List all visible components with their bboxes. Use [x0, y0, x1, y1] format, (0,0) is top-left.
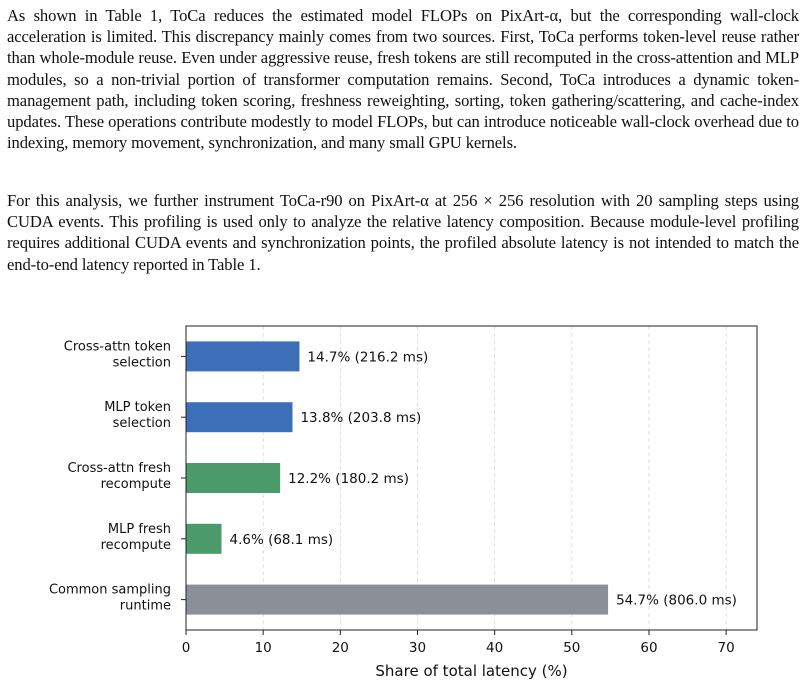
category-label: selection: [113, 416, 171, 431]
bar-value-label: 12.2% (180.2 ms): [288, 471, 409, 487]
x-tick-label: 70: [718, 640, 735, 656]
bar-value-label: 14.7% (216.2 ms): [307, 349, 428, 365]
category-label: MLP token: [104, 400, 171, 415]
category-label: MLP fresh: [108, 522, 171, 537]
body-paragraph: For this analysis, we further instrument…: [7, 191, 799, 274]
x-tick-label: 50: [563, 640, 580, 656]
category-label: selection: [113, 355, 171, 370]
x-axis-label: Share of total latency (%): [375, 662, 567, 680]
bar: [186, 463, 281, 493]
bar: [186, 523, 222, 554]
x-tick-label: 20: [332, 640, 349, 656]
bar: [186, 402, 293, 433]
body-paragraph: As shown in Table 1, ToCa reduces the es…: [7, 6, 799, 153]
category-label: recompute: [101, 477, 171, 492]
bar-value-label: 13.8% (203.8 ms): [300, 410, 421, 426]
x-tick-label: 60: [640, 640, 657, 656]
x-tick-label: 0: [182, 640, 191, 656]
latency-chart: 14.7% (216.2 ms) Cross-attn token selectio…: [0, 320, 806, 686]
category-label: Cross-attn fresh: [67, 461, 171, 476]
category-label: Common sampling: [49, 583, 171, 598]
bar: [186, 584, 609, 615]
category-label: runtime: [120, 599, 171, 614]
latency-bar-chart: 14.7% (216.2 ms)Cross-attn tokenselectio…: [49, 325, 758, 680]
bar-value-label: 54.7% (806.0 ms): [616, 593, 737, 609]
bar: [186, 341, 300, 372]
plot-frame: [185, 325, 758, 631]
x-tick-label: 40: [486, 640, 503, 656]
category-label: recompute: [101, 538, 171, 553]
category-label: Cross-attn token: [64, 339, 171, 354]
x-tick-label: 30: [409, 640, 426, 656]
x-tick-label: 10: [255, 640, 272, 656]
bar-value-label: 4.6% (68.1 ms): [229, 532, 333, 548]
